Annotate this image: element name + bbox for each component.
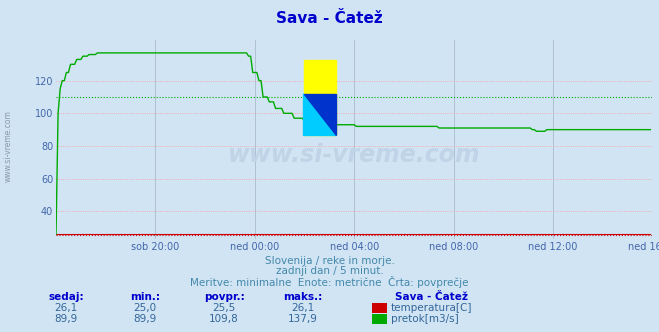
- Text: Slovenija / reke in morje.: Slovenija / reke in morje.: [264, 256, 395, 266]
- Text: 26,1: 26,1: [291, 303, 315, 313]
- Text: 89,9: 89,9: [54, 314, 78, 324]
- Polygon shape: [304, 94, 336, 135]
- Text: 89,9: 89,9: [133, 314, 157, 324]
- Polygon shape: [304, 94, 336, 135]
- Text: www.si-vreme.com: www.si-vreme.com: [228, 143, 480, 167]
- Text: 26,1: 26,1: [54, 303, 78, 313]
- Text: povpr.:: povpr.:: [204, 292, 244, 302]
- Text: temperatura[C]: temperatura[C]: [391, 303, 473, 313]
- Bar: [304, 60, 336, 135]
- Text: sedaj:: sedaj:: [48, 292, 84, 302]
- Text: 25,5: 25,5: [212, 303, 236, 313]
- Text: 25,0: 25,0: [133, 303, 157, 313]
- Text: www.si-vreme.com: www.si-vreme.com: [3, 110, 13, 182]
- Text: 137,9: 137,9: [288, 314, 318, 324]
- Text: Sava - Čatež: Sava - Čatež: [395, 292, 469, 302]
- Text: min.:: min.:: [130, 292, 160, 302]
- Text: maks.:: maks.:: [283, 292, 323, 302]
- Text: Meritve: minimalne  Enote: metrične  Črta: povprečje: Meritve: minimalne Enote: metrične Črta:…: [190, 276, 469, 288]
- Text: zadnji dan / 5 minut.: zadnji dan / 5 minut.: [275, 266, 384, 276]
- Text: Sava - Čatež: Sava - Čatež: [276, 11, 383, 26]
- Text: pretok[m3/s]: pretok[m3/s]: [391, 314, 459, 324]
- Text: 109,8: 109,8: [209, 314, 239, 324]
